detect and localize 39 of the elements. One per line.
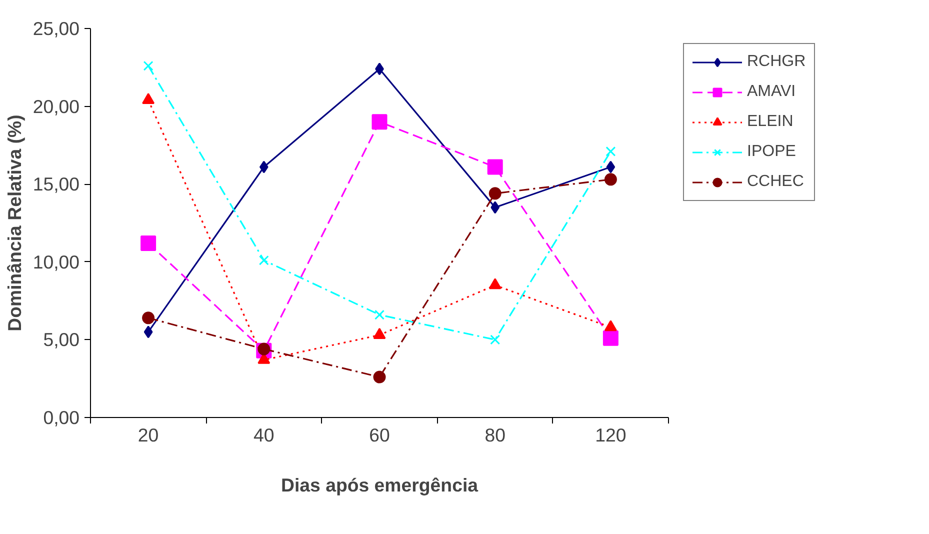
y-tick-label: 0,00	[43, 407, 80, 428]
legend-label: ELEIN	[747, 113, 794, 131]
y-tick-label: 5,00	[43, 329, 80, 350]
x-axis-title: Dias após emergência	[280, 474, 479, 496]
point	[490, 201, 500, 214]
x-tick-label: 80	[484, 424, 506, 446]
legend-label: IPOPE	[747, 143, 796, 161]
point	[487, 159, 503, 175]
legend-label: RCHGR	[747, 53, 806, 71]
point	[142, 312, 155, 324]
point	[144, 326, 153, 338]
point	[258, 255, 269, 266]
point	[490, 334, 500, 345]
y-tick-label: 10,00	[32, 251, 80, 272]
point	[606, 160, 616, 174]
point	[373, 328, 386, 339]
point	[258, 342, 270, 356]
legend-label: AMAVI	[747, 83, 796, 101]
point	[373, 370, 386, 384]
x-tick-label: 20	[138, 424, 159, 446]
x-tick-label: 120	[595, 424, 626, 446]
point	[602, 330, 618, 346]
point	[372, 114, 388, 130]
y-tick-label: 20,00	[32, 96, 80, 117]
y-tick-label: 25,00	[32, 18, 80, 39]
x-tick-label: 40	[254, 424, 274, 446]
point	[259, 160, 268, 174]
y-tick-label: 15,00	[32, 174, 80, 195]
y-axis-title: Dominância Relativa (%)	[4, 114, 25, 332]
x-tick-label: 60	[369, 424, 390, 446]
point	[606, 146, 616, 156]
point	[140, 235, 156, 251]
legend-label: CCHEC	[747, 173, 804, 191]
point	[604, 173, 617, 186]
point	[604, 320, 617, 332]
point	[143, 60, 154, 71]
point	[488, 187, 502, 200]
point	[374, 310, 384, 320]
point	[488, 278, 502, 290]
